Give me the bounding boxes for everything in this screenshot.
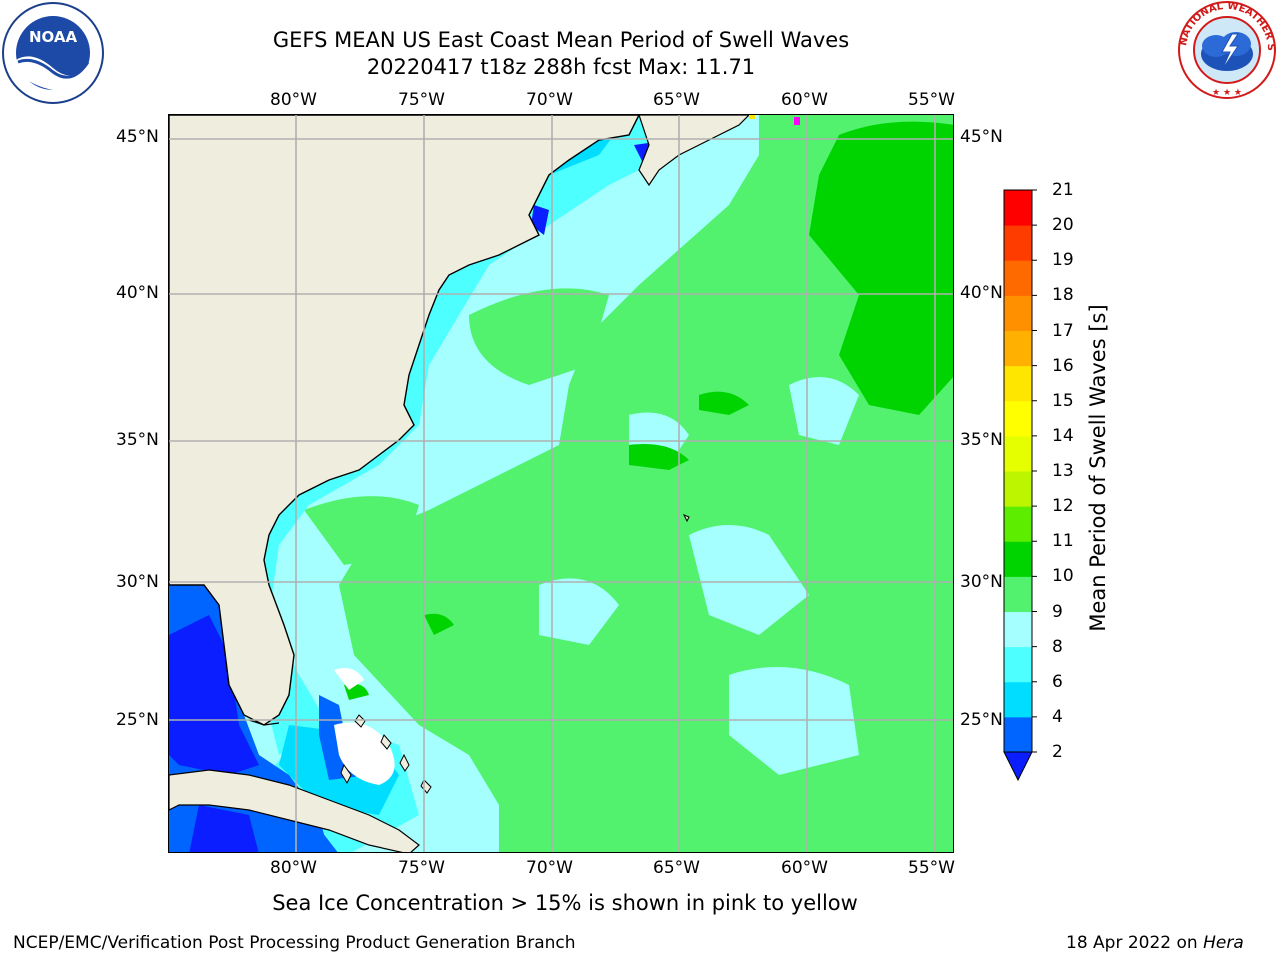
graticule <box>169 115 953 852</box>
lon-label-top-60w: 60°W <box>781 90 828 110</box>
swell-9-10-region <box>304 115 953 852</box>
lat-label-left-30n: 30°N <box>116 572 159 592</box>
svg-text:★ ★ ★: ★ ★ ★ <box>1212 88 1242 98</box>
lat-label-left-35n: 35°N <box>116 430 159 450</box>
colorbar-swatch <box>1004 365 1032 402</box>
colorbar-swatch <box>1004 681 1032 718</box>
colorbar-swatch <box>1004 435 1032 472</box>
colorbar-title-text: Mean Period of Swell Waves [s] <box>1086 304 1110 632</box>
noaa-logo-text: NOAA <box>29 28 78 46</box>
lat-label-left-45n: 45°N <box>116 127 159 147</box>
lat-label-right-45n: 45°N <box>960 127 1003 147</box>
colorbar-tick-label: 8 <box>1052 636 1063 657</box>
colorbar-tick-label: 14 <box>1052 425 1074 446</box>
lat-label-left-40n: 40°N <box>116 283 159 303</box>
chart-title-line2: 20220417 t18z 288h fcst Max: 11.71 <box>366 55 756 79</box>
colorbar-swatches <box>1003 189 1037 782</box>
lat-label-right-40n: 40°N <box>960 283 1003 303</box>
lon-label-bottom-65w: 65°W <box>653 858 700 878</box>
land-cuba <box>169 769 420 852</box>
footer-date-text: 18 Apr 2022 on <box>1066 933 1204 953</box>
colorbar-tick-label: 4 <box>1052 706 1063 727</box>
colorbar-swatch <box>1004 611 1032 648</box>
colorbar-swatch <box>1004 400 1032 437</box>
lon-label-bottom-60w: 60°W <box>781 858 828 878</box>
colorbar-swatch <box>1004 471 1032 507</box>
nws-logo: NATIONAL WEATHER SERVICE ★ ★ ★ <box>1172 0 1278 100</box>
colorbar-swatch <box>1004 330 1032 367</box>
colorbar-swatch <box>1004 576 1032 612</box>
lon-label-bottom-80w: 80°W <box>270 858 317 878</box>
sea-ice-marker <box>794 117 800 125</box>
colorbar-tick-label: 19 <box>1052 250 1074 271</box>
land-maritimes <box>638 115 750 187</box>
florida-keys <box>248 719 280 726</box>
sea-ice-note: Sea Ice Concentration > 15% is shown in … <box>272 891 858 915</box>
colorbar-tick-label: 11 <box>1052 531 1074 552</box>
colorbar-tick-label: 10 <box>1052 566 1074 587</box>
footer-machine: Hera <box>1203 933 1244 953</box>
colorbar-tick-label: 9 <box>1052 601 1063 622</box>
lat-label-right-25n: 25°N <box>960 710 1003 730</box>
colorbar-tick-label: 16 <box>1052 355 1074 376</box>
footer-date: 18 Apr 2022 on Hera <box>1066 933 1244 953</box>
colorbar-tick-label: 12 <box>1052 496 1074 517</box>
chart-title-line1: GEFS MEAN US East Coast Mean Period of S… <box>272 28 850 52</box>
swell-10-11-region <box>344 121 953 700</box>
colorbar-under-triangle <box>1003 751 1033 782</box>
colorbar-tick-label: 6 <box>1052 671 1063 692</box>
lat-label-right-30n: 30°N <box>960 572 1003 592</box>
nodata-bahamas-bank <box>334 722 395 785</box>
lon-label-bottom-75w: 75°W <box>398 858 445 878</box>
colorbar-ticks: 2 4 6 8 9 10 11 12 13 14 15 16 17 18 19 20 21 <box>1052 180 1112 792</box>
colorbar-swatch <box>1004 190 1032 226</box>
lon-label-top-70w: 70°W <box>526 90 573 110</box>
map-canvas <box>169 115 953 852</box>
lat-label-right-35n: 35°N <box>960 430 1003 450</box>
lon-label-top-55w: 55°W <box>908 90 955 110</box>
land-bahamas <box>340 514 690 794</box>
colorbar-swatch <box>1004 716 1032 753</box>
colorbar-swatch <box>1004 295 1032 331</box>
colorbar-tick-label: 21 <box>1052 180 1074 200</box>
noaa-logo: NOAA <box>2 2 104 104</box>
colorbar-swatch <box>1004 260 1032 296</box>
colorbar <box>996 182 1046 792</box>
nodata-small-bank <box>334 667 364 690</box>
colorbar-tick-label: 15 <box>1052 390 1074 411</box>
lon-label-top-80w: 80°W <box>270 90 317 110</box>
swell-period-map <box>168 114 954 853</box>
colorbar-swatch <box>1004 506 1032 542</box>
land-us-east-coast <box>169 115 640 726</box>
colorbar-swatch <box>1004 541 1032 577</box>
colorbar-tick-label: 2 <box>1052 742 1063 762</box>
colorbar-tick-label: 17 <box>1052 320 1074 341</box>
colorbar-swatch <box>1004 646 1032 683</box>
lon-label-bottom-70w: 70°W <box>526 858 573 878</box>
sea-ice-marker-2 <box>749 115 755 119</box>
lat-label-left-25n: 25°N <box>116 710 159 730</box>
colorbar-swatch <box>1004 225 1032 261</box>
footer-credit: NCEP/EMC/Verification Post Processing Pr… <box>13 933 576 953</box>
lon-label-top-75w: 75°W <box>398 90 445 110</box>
lon-label-top-65w: 65°W <box>653 90 700 110</box>
colorbar-tick-label: 20 <box>1052 215 1074 236</box>
colorbar-tick-label: 13 <box>1052 461 1074 481</box>
lon-label-bottom-55w: 55°W <box>908 858 955 878</box>
colorbar-tick-label: 18 <box>1052 285 1074 306</box>
